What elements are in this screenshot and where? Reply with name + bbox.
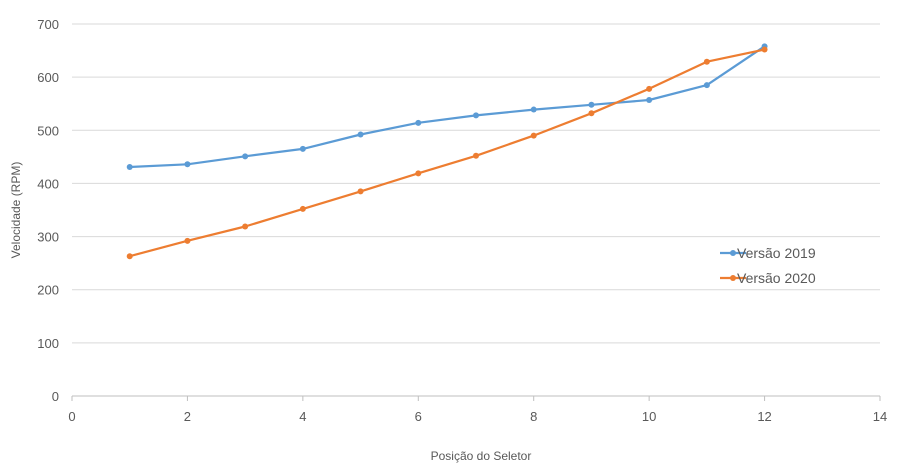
legend-entry-2: Versão 2020 — [720, 270, 816, 286]
legend: Versão 2019 Versão 2020 — [720, 245, 816, 286]
data-point — [299, 205, 306, 212]
data-point — [588, 101, 595, 108]
data-point — [530, 106, 537, 113]
legend-label: Versão 2019 — [737, 245, 816, 261]
x-tick-label: 0 — [68, 409, 75, 424]
data-point — [703, 82, 710, 89]
data-point — [184, 161, 191, 168]
y-tick-label: 700 — [37, 17, 59, 32]
x-tick-label: 4 — [299, 409, 306, 424]
data-point — [415, 119, 422, 126]
grid-lines — [72, 23, 880, 344]
x-tick-label: 8 — [530, 409, 537, 424]
data-point — [646, 85, 653, 92]
legend-marker — [730, 250, 736, 256]
data-point — [415, 170, 422, 177]
y-tick-label: 500 — [37, 123, 59, 138]
y-tick-label: 200 — [37, 283, 59, 298]
x-tick-label: 2 — [184, 409, 191, 424]
series-line — [128, 45, 766, 169]
data-point — [242, 223, 249, 230]
y-tick-label: 100 — [37, 336, 59, 351]
series-line — [128, 48, 766, 258]
y-tick-label: 400 — [37, 176, 59, 191]
x-tick-label: 12 — [757, 409, 771, 424]
y-axis-title: Velocidade (RPM) — [9, 162, 23, 259]
data-point — [530, 132, 537, 139]
data-point — [646, 96, 653, 103]
y-tick-label: 0 — [52, 389, 59, 404]
data-point — [357, 188, 364, 195]
data-point — [299, 145, 306, 152]
data-point — [126, 253, 133, 260]
x-axis-title: Posição do Seletor — [431, 449, 532, 463]
data-point — [703, 58, 710, 65]
series-group — [126, 43, 768, 260]
axes: 0 100 200 300 400 500 600 700 0 2 4 6 8 10 12 14 — [37, 17, 887, 424]
data-point — [126, 163, 133, 170]
data-point — [761, 46, 768, 53]
data-point — [473, 112, 479, 119]
data-point — [588, 110, 595, 117]
x-tick-label: 14 — [873, 409, 887, 424]
x-tick-label: 10 — [642, 409, 656, 424]
legend-entry-1: Versão 2019 — [720, 245, 816, 261]
data-point — [184, 237, 191, 244]
legend-label: Versão 2020 — [737, 270, 816, 286]
y-tick-label: 600 — [37, 70, 59, 85]
data-point — [242, 153, 249, 160]
series-2 — [126, 46, 768, 260]
x-tick-label: 6 — [415, 409, 422, 424]
data-point — [473, 152, 479, 159]
series-1 — [126, 43, 768, 170]
data-point — [357, 131, 364, 138]
y-tick-label: 300 — [37, 230, 59, 245]
legend-marker — [730, 275, 736, 281]
